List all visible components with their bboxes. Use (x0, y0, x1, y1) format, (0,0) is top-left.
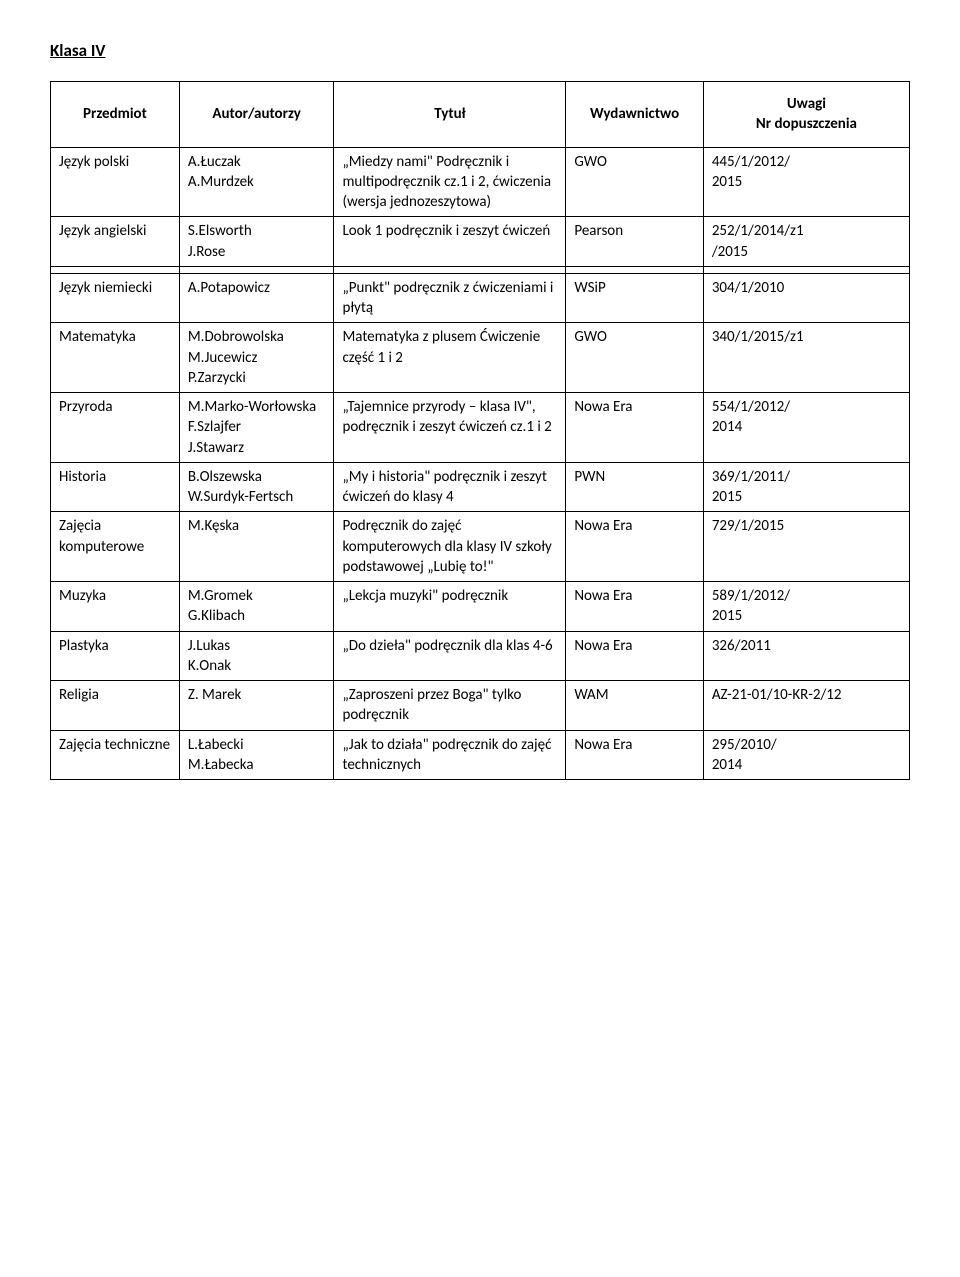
cell-title: „My i historia" podręcznik i zeszyt ćwic… (334, 462, 566, 512)
cell-notes: 295/2010/ 2014 (703, 730, 909, 780)
cell-publisher: Nowa Era (566, 730, 703, 780)
page-title: Klasa IV (50, 40, 910, 61)
table-row: PrzyrodaM.Marko-Worłowska F.Szlajfer J.S… (51, 393, 910, 463)
cell-authors: A.Łuczak A.Murdzek (179, 147, 334, 217)
cell-subject: Język niemiecki (51, 273, 180, 323)
cell-title: „Punkt" podręcznik z ćwiczeniami i płytą (334, 273, 566, 323)
cell-authors: S.Elsworth J.Rose (179, 217, 334, 267)
cell-publisher: PWN (566, 462, 703, 512)
cell-subject: Zajęcia techniczne (51, 730, 180, 780)
cell-title: „Do dzieła" podręcznik dla klas 4-6 (334, 631, 566, 681)
cell-subject: Przyroda (51, 393, 180, 463)
table-body: Język polskiA.Łuczak A.Murdzek„Miedzy na… (51, 147, 910, 780)
cell-notes: 369/1/2011/ 2015 (703, 462, 909, 512)
table-row: MatematykaM.Dobrowolska M.Jucewicz P.Zar… (51, 323, 910, 393)
cell-title: „Miedzy nami" Podręcznik i multipodręczn… (334, 147, 566, 217)
col-header-2: Tytuł (334, 82, 566, 148)
table-row: Zajęcia techniczneL.Łabecki M.Łabecka„Ja… (51, 730, 910, 780)
table-row: MuzykaM.Gromek G.Klibach„Lekcja muzyki" … (51, 582, 910, 632)
cell-notes: AZ-21-01/10-KR-2/12 (703, 681, 909, 731)
cell-publisher: Nowa Era (566, 631, 703, 681)
cell-notes: 252/1/2014/z1 /2015 (703, 217, 909, 267)
table-spacer-row (51, 266, 910, 273)
textbook-table: PrzedmiotAutor/autorzyTytułWydawnictwoUw… (50, 81, 910, 780)
col-header-0: Przedmiot (51, 82, 180, 148)
cell-title: Podręcznik do zajęć komputerowych dla kl… (334, 512, 566, 582)
cell-publisher: Pearson (566, 217, 703, 267)
col-header-4: Uwagi Nr dopuszczenia (703, 82, 909, 148)
table-row: Zajęcia komputeroweM.KęskaPodręcznik do … (51, 512, 910, 582)
cell-subject: Historia (51, 462, 180, 512)
cell-authors: B.Olszewska W.Surdyk-Fertsch (179, 462, 334, 512)
cell-subject: Język polski (51, 147, 180, 217)
cell-publisher: Nowa Era (566, 393, 703, 463)
cell-subject: Język angielski (51, 217, 180, 267)
cell-publisher: GWO (566, 323, 703, 393)
cell-title: „Zaproszeni przez Boga" tylko podręcznik (334, 681, 566, 731)
cell-title: Look 1 podręcznik i zeszyt ćwiczeń (334, 217, 566, 267)
table-row: Język niemieckiA.Potapowicz„Punkt" podrę… (51, 273, 910, 323)
cell-authors: L.Łabecki M.Łabecka (179, 730, 334, 780)
cell-authors: A.Potapowicz (179, 273, 334, 323)
table-head: PrzedmiotAutor/autorzyTytułWydawnictwoUw… (51, 82, 910, 148)
cell-subject: Plastyka (51, 631, 180, 681)
cell-title: „Lekcja muzyki" podręcznik (334, 582, 566, 632)
cell-notes: 554/1/2012/ 2014 (703, 393, 909, 463)
cell-authors: Z. Marek (179, 681, 334, 731)
cell-publisher: Nowa Era (566, 582, 703, 632)
cell-authors: M.Kęska (179, 512, 334, 582)
cell-authors: J.Lukas K.Onak (179, 631, 334, 681)
cell-notes: 589/1/2012/ 2015 (703, 582, 909, 632)
cell-publisher: WAM (566, 681, 703, 731)
table-row: PlastykaJ.Lukas K.Onak„Do dzieła" podręc… (51, 631, 910, 681)
cell-authors: M.Gromek G.Klibach (179, 582, 334, 632)
table-row: Język angielskiS.Elsworth J.RoseLook 1 p… (51, 217, 910, 267)
cell-title: Matematyka z plusem Ćwiczenie część 1 i … (334, 323, 566, 393)
cell-notes: 729/1/2015 (703, 512, 909, 582)
cell-notes: 304/1/2010 (703, 273, 909, 323)
col-header-3: Wydawnictwo (566, 82, 703, 148)
cell-notes: 340/1/2015/z1 (703, 323, 909, 393)
cell-title: „Tajemnice przyrody – klasa IV", podręcz… (334, 393, 566, 463)
cell-notes: 326/2011 (703, 631, 909, 681)
cell-notes: 445/1/2012/ 2015 (703, 147, 909, 217)
cell-publisher: GWO (566, 147, 703, 217)
table-row: HistoriaB.Olszewska W.Surdyk-Fertsch„My … (51, 462, 910, 512)
cell-subject: Zajęcia komputerowe (51, 512, 180, 582)
col-header-1: Autor/autorzy (179, 82, 334, 148)
cell-subject: Matematyka (51, 323, 180, 393)
cell-title: „Jak to działa" podręcznik do zajęć tech… (334, 730, 566, 780)
cell-subject: Religia (51, 681, 180, 731)
table-row: ReligiaZ. Marek„Zaproszeni przez Boga" t… (51, 681, 910, 731)
table-row: Język polskiA.Łuczak A.Murdzek„Miedzy na… (51, 147, 910, 217)
cell-publisher: Nowa Era (566, 512, 703, 582)
cell-authors: M.Marko-Worłowska F.Szlajfer J.Stawarz (179, 393, 334, 463)
cell-subject: Muzyka (51, 582, 180, 632)
cell-authors: M.Dobrowolska M.Jucewicz P.Zarzycki (179, 323, 334, 393)
cell-publisher: WSiP (566, 273, 703, 323)
